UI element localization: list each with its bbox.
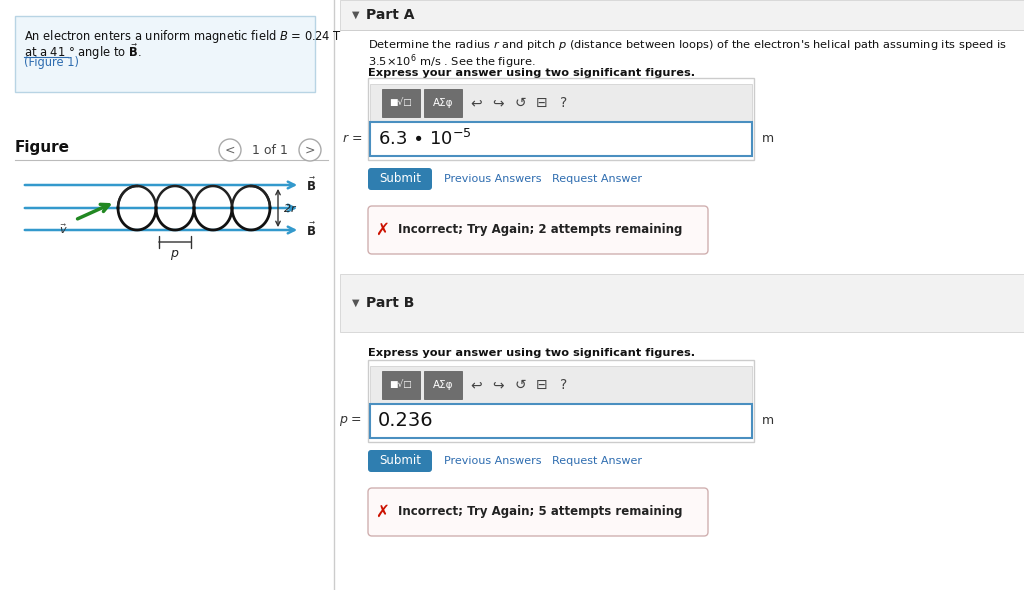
Text: Determine the radius $r$ and pitch $p$ (distance between loops) of the electron': Determine the radius $r$ and pitch $p$ (… bbox=[368, 38, 1007, 52]
Text: $p$ =: $p$ = bbox=[339, 414, 362, 428]
Bar bbox=[0, 0, 332, 590]
Text: <: < bbox=[224, 143, 236, 156]
Text: at a 41 $°$ angle to $\vec{\mathbf{B}}$.: at a 41 $°$ angle to $\vec{\mathbf{B}}$. bbox=[24, 42, 141, 62]
Text: ↩: ↩ bbox=[470, 378, 482, 392]
FancyBboxPatch shape bbox=[368, 206, 708, 254]
Text: Previous Answers: Previous Answers bbox=[444, 174, 542, 184]
FancyBboxPatch shape bbox=[368, 488, 708, 536]
Bar bbox=[370, 84, 752, 122]
Text: Incorrect; Try Again; 5 attempts remaining: Incorrect; Try Again; 5 attempts remaini… bbox=[398, 506, 683, 519]
Text: (Figure 1): (Figure 1) bbox=[24, 56, 79, 69]
Text: Express your answer using two significant figures.: Express your answer using two significan… bbox=[368, 348, 695, 358]
Text: ⊟: ⊟ bbox=[537, 378, 548, 392]
Bar bbox=[368, 360, 754, 442]
Bar bbox=[370, 122, 752, 156]
Bar bbox=[382, 371, 420, 399]
Text: 6.3 $\bullet$ 10$^{-5}$: 6.3 $\bullet$ 10$^{-5}$ bbox=[378, 129, 472, 149]
Bar bbox=[340, 0, 1024, 30]
Bar bbox=[340, 0, 1024, 590]
Text: ↺: ↺ bbox=[514, 96, 525, 110]
Text: ■√□: ■√□ bbox=[389, 381, 413, 389]
Bar bbox=[370, 404, 752, 438]
Text: 2$r$: 2$r$ bbox=[283, 202, 297, 214]
Text: $p$: $p$ bbox=[170, 248, 179, 262]
Text: ↪: ↪ bbox=[493, 378, 504, 392]
Bar bbox=[340, 274, 1024, 332]
Text: 1 of 1: 1 of 1 bbox=[252, 143, 288, 156]
Bar bbox=[15, 16, 315, 92]
Text: 3.5×10$^6$ m/s . See the figure.: 3.5×10$^6$ m/s . See the figure. bbox=[368, 52, 536, 71]
Text: Express your answer using two significant figures.: Express your answer using two significan… bbox=[368, 68, 695, 78]
Text: 0.236: 0.236 bbox=[378, 411, 433, 431]
FancyBboxPatch shape bbox=[368, 450, 432, 472]
Text: ▼: ▼ bbox=[352, 298, 359, 308]
Bar bbox=[370, 366, 752, 404]
Text: Incorrect; Try Again; 2 attempts remaining: Incorrect; Try Again; 2 attempts remaini… bbox=[398, 224, 682, 237]
Text: Previous Answers: Previous Answers bbox=[444, 456, 542, 466]
Text: ΑΣφ: ΑΣφ bbox=[433, 98, 454, 108]
Bar bbox=[368, 78, 754, 160]
Text: ■√□: ■√□ bbox=[389, 99, 413, 107]
Text: Part A: Part A bbox=[366, 8, 415, 22]
Circle shape bbox=[219, 139, 241, 161]
Text: Submit: Submit bbox=[379, 454, 421, 467]
Text: ?: ? bbox=[560, 378, 567, 392]
Text: $\vec{\mathbf{B}}$: $\vec{\mathbf{B}}$ bbox=[306, 221, 316, 238]
Text: ⊟: ⊟ bbox=[537, 96, 548, 110]
Text: m: m bbox=[762, 415, 774, 428]
Circle shape bbox=[299, 139, 321, 161]
Text: Figure: Figure bbox=[15, 140, 70, 155]
Text: $r$ =: $r$ = bbox=[342, 133, 362, 146]
FancyBboxPatch shape bbox=[368, 168, 432, 190]
Text: $\vec{v}$: $\vec{v}$ bbox=[59, 222, 68, 236]
Text: $\vec{\mathbf{B}}$: $\vec{\mathbf{B}}$ bbox=[306, 176, 316, 194]
Text: ?: ? bbox=[560, 96, 567, 110]
Bar bbox=[382, 89, 420, 117]
Text: ↪: ↪ bbox=[493, 96, 504, 110]
Text: m: m bbox=[762, 133, 774, 146]
Bar bbox=[424, 89, 462, 117]
Text: ▼: ▼ bbox=[352, 10, 359, 20]
Text: Request Answer: Request Answer bbox=[552, 174, 642, 184]
Text: Request Answer: Request Answer bbox=[552, 456, 642, 466]
Text: Submit: Submit bbox=[379, 172, 421, 185]
Text: Part B: Part B bbox=[366, 296, 415, 310]
Text: ↺: ↺ bbox=[514, 378, 525, 392]
Text: ✗: ✗ bbox=[375, 221, 389, 239]
Bar bbox=[424, 371, 462, 399]
Text: ΑΣφ: ΑΣφ bbox=[433, 380, 454, 390]
Text: ↩: ↩ bbox=[470, 96, 482, 110]
Text: An electron enters a uniform magnetic field $\mathit{B}$ = 0.24 T: An electron enters a uniform magnetic fi… bbox=[24, 28, 342, 45]
Text: >: > bbox=[305, 143, 315, 156]
Text: ✗: ✗ bbox=[375, 503, 389, 521]
